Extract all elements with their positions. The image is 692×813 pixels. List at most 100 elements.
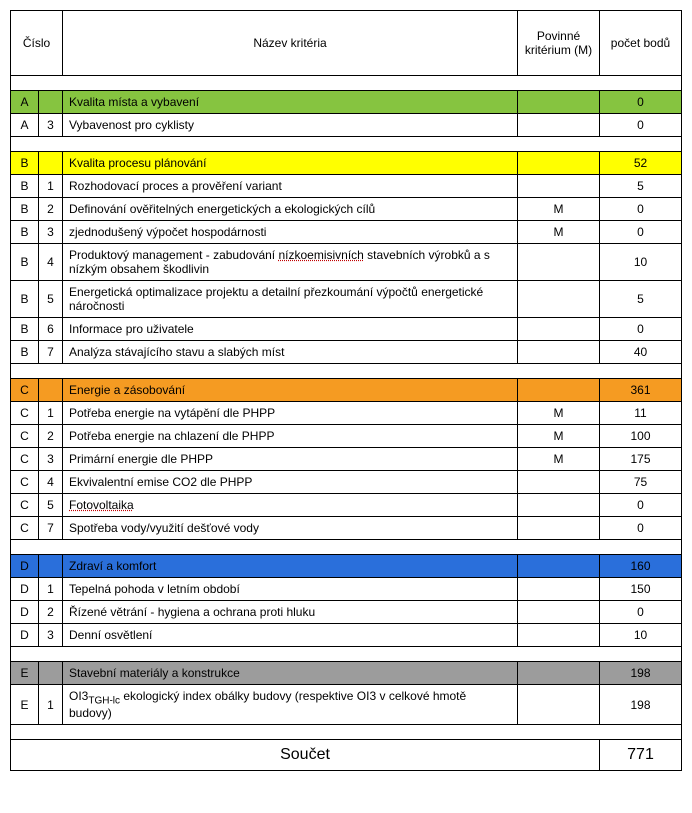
row-letter: E xyxy=(11,685,39,725)
row-points: 0 xyxy=(600,198,682,221)
row-letter: C xyxy=(11,517,39,540)
row-letter: B xyxy=(11,221,39,244)
row-mandatory xyxy=(518,318,600,341)
section-mand xyxy=(518,379,600,402)
criteria-row: C2Potřeba energie na chlazení dle PHPPM1… xyxy=(11,425,682,448)
section-num-empty xyxy=(39,555,63,578)
spacer-row xyxy=(11,647,682,662)
row-letter: A xyxy=(11,114,39,137)
row-points: 10 xyxy=(600,624,682,647)
section-title: Energie a zásobování xyxy=(63,379,518,402)
row-number: 5 xyxy=(39,494,63,517)
section-letter: D xyxy=(11,555,39,578)
section-mand xyxy=(518,152,600,175)
header-body: počet bodů xyxy=(600,11,682,76)
section-title: Kvalita místa a vybavení xyxy=(63,91,518,114)
section-header-A: AKvalita místa a vybavení0 xyxy=(11,91,682,114)
row-name: Rozhodovací proces a prověření variant xyxy=(63,175,518,198)
row-mandatory xyxy=(518,624,600,647)
row-name: OI3TGH-lc ekologický index obálky budovy… xyxy=(63,685,518,725)
section-num-empty xyxy=(39,379,63,402)
section-num-empty xyxy=(39,91,63,114)
criteria-row: D3Denní osvětlení10 xyxy=(11,624,682,647)
section-mand xyxy=(518,91,600,114)
row-points: 198 xyxy=(600,685,682,725)
section-mand xyxy=(518,662,600,685)
row-mandatory: M xyxy=(518,448,600,471)
row-name: zjednodušený výpočet hospodárnosti xyxy=(63,221,518,244)
row-mandatory xyxy=(518,517,600,540)
section-num-empty xyxy=(39,662,63,685)
row-number: 7 xyxy=(39,341,63,364)
row-points: 0 xyxy=(600,318,682,341)
row-name: Definování ověřitelných energetických a … xyxy=(63,198,518,221)
row-points: 0 xyxy=(600,601,682,624)
section-title: Stavební materiály a konstrukce xyxy=(63,662,518,685)
row-letter: B xyxy=(11,281,39,318)
row-points: 150 xyxy=(600,578,682,601)
spacer-cell xyxy=(11,76,682,91)
row-letter: B xyxy=(11,318,39,341)
row-points: 5 xyxy=(600,175,682,198)
row-number: 2 xyxy=(39,425,63,448)
row-mandatory xyxy=(518,685,600,725)
criteria-row: D2Řízené větrání - hygiena a ochrana pro… xyxy=(11,601,682,624)
row-points: 5 xyxy=(600,281,682,318)
spacer-row xyxy=(11,364,682,379)
spacer-cell xyxy=(11,540,682,555)
row-mandatory: M xyxy=(518,402,600,425)
section-points: 198 xyxy=(600,662,682,685)
criteria-row: E1OI3TGH-lc ekologický index obálky budo… xyxy=(11,685,682,725)
header-cislo: Číslo xyxy=(11,11,63,76)
row-name: Produktový management - zabudování nízko… xyxy=(63,244,518,281)
section-title: Kvalita procesu plánování xyxy=(63,152,518,175)
section-points: 52 xyxy=(600,152,682,175)
row-number: 2 xyxy=(39,601,63,624)
row-mandatory xyxy=(518,175,600,198)
criteria-row: B6Informace pro uživatele0 xyxy=(11,318,682,341)
total-row: Součet771 xyxy=(11,740,682,771)
row-name: Primární energie dle PHPP xyxy=(63,448,518,471)
criteria-row: C3Primární energie dle PHPPM175 xyxy=(11,448,682,471)
section-letter: B xyxy=(11,152,39,175)
header-nazev: Název kritéria xyxy=(63,11,518,76)
row-number: 4 xyxy=(39,244,63,281)
row-points: 0 xyxy=(600,114,682,137)
row-number: 3 xyxy=(39,114,63,137)
row-number: 2 xyxy=(39,198,63,221)
row-mandatory: M xyxy=(518,221,600,244)
row-mandatory xyxy=(518,114,600,137)
row-number: 3 xyxy=(39,624,63,647)
section-points: 160 xyxy=(600,555,682,578)
spacer-cell xyxy=(11,725,682,740)
header-povinne: Povinné kritérium (M) xyxy=(518,11,600,76)
spacer-cell xyxy=(11,137,682,152)
spacer-cell xyxy=(11,647,682,662)
row-number: 3 xyxy=(39,448,63,471)
row-points: 0 xyxy=(600,494,682,517)
criteria-row: B4Produktový management - zabudování níz… xyxy=(11,244,682,281)
row-name: Vybavenost pro cyklisty xyxy=(63,114,518,137)
section-num-empty xyxy=(39,152,63,175)
row-letter: D xyxy=(11,578,39,601)
row-name: Spotřeba vody/využití dešťové vody xyxy=(63,517,518,540)
row-number: 1 xyxy=(39,175,63,198)
row-letter: D xyxy=(11,624,39,647)
row-letter: C xyxy=(11,425,39,448)
section-header-E: EStavební materiály a konstrukce198 xyxy=(11,662,682,685)
row-points: 100 xyxy=(600,425,682,448)
row-letter: B xyxy=(11,244,39,281)
row-number: 7 xyxy=(39,517,63,540)
row-name: Řízené větrání - hygiena a ochrana proti… xyxy=(63,601,518,624)
row-letter: C xyxy=(11,494,39,517)
header-row: Číslo Název kritéria Povinné kritérium (… xyxy=(11,11,682,76)
criteria-row: C1Potřeba energie na vytápění dle PHPPM1… xyxy=(11,402,682,425)
criteria-row: C4Ekvivalentní emise CO2 dle PHPP75 xyxy=(11,471,682,494)
row-mandatory xyxy=(518,601,600,624)
criteria-row: B7Analýza stávajícího stavu a slabých mí… xyxy=(11,341,682,364)
row-mandatory xyxy=(518,341,600,364)
spacer-cell xyxy=(11,364,682,379)
row-points: 0 xyxy=(600,517,682,540)
criteria-table: Číslo Název kritéria Povinné kritérium (… xyxy=(10,10,682,771)
spacer-row xyxy=(11,725,682,740)
